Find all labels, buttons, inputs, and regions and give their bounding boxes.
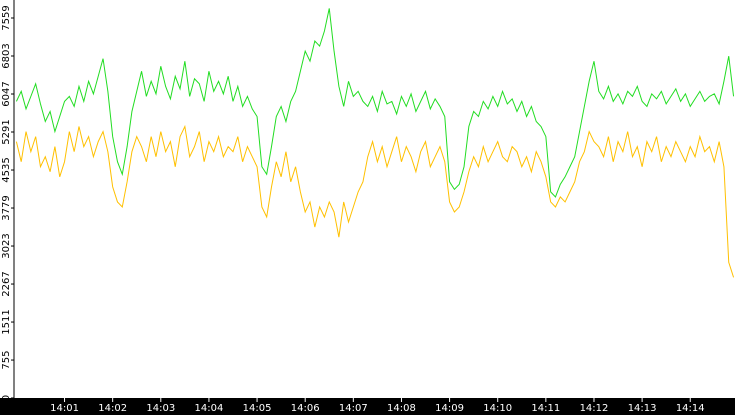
y-tick-label: 7559 [1, 5, 12, 30]
x-tick-label: 14:05 [243, 403, 272, 414]
series-line [15, 124, 735, 278]
x-tick-label: 14:09 [435, 403, 464, 414]
y-tick-label: 6047 [1, 81, 12, 106]
y-tick-label: 1511 [1, 309, 12, 334]
y-tick-label: 3779 [1, 195, 12, 220]
x-tick-label: 14:14 [676, 403, 705, 414]
x-tick-label: 14:04 [195, 403, 224, 414]
y-tick-label: 0 [1, 395, 12, 401]
x-axis-bar [0, 398, 735, 415]
x-tick-label: 14:07 [339, 403, 368, 414]
x-tick-label: 14:08 [387, 403, 416, 414]
x-tick-label: 14:13 [628, 403, 657, 414]
y-tick-label: 6803 [1, 43, 12, 68]
x-tick-label: 14:03 [146, 403, 175, 414]
y-tick-label: 5291 [1, 119, 12, 144]
x-tick-label: 14:06 [291, 403, 320, 414]
y-tick-label: 4535 [1, 157, 12, 182]
x-tick-label: 14:11 [531, 403, 560, 414]
y-tick-label: 3023 [1, 233, 12, 258]
y-tick-label: 755 [1, 350, 12, 369]
x-tick-label: 14:12 [580, 403, 609, 414]
x-tick-label: 14:10 [483, 403, 512, 414]
series-line [15, 8, 735, 198]
x-tick-label: 14:01 [50, 403, 79, 414]
y-tick-label: 2267 [1, 271, 12, 296]
x-tick-label: 14:02 [98, 403, 127, 414]
